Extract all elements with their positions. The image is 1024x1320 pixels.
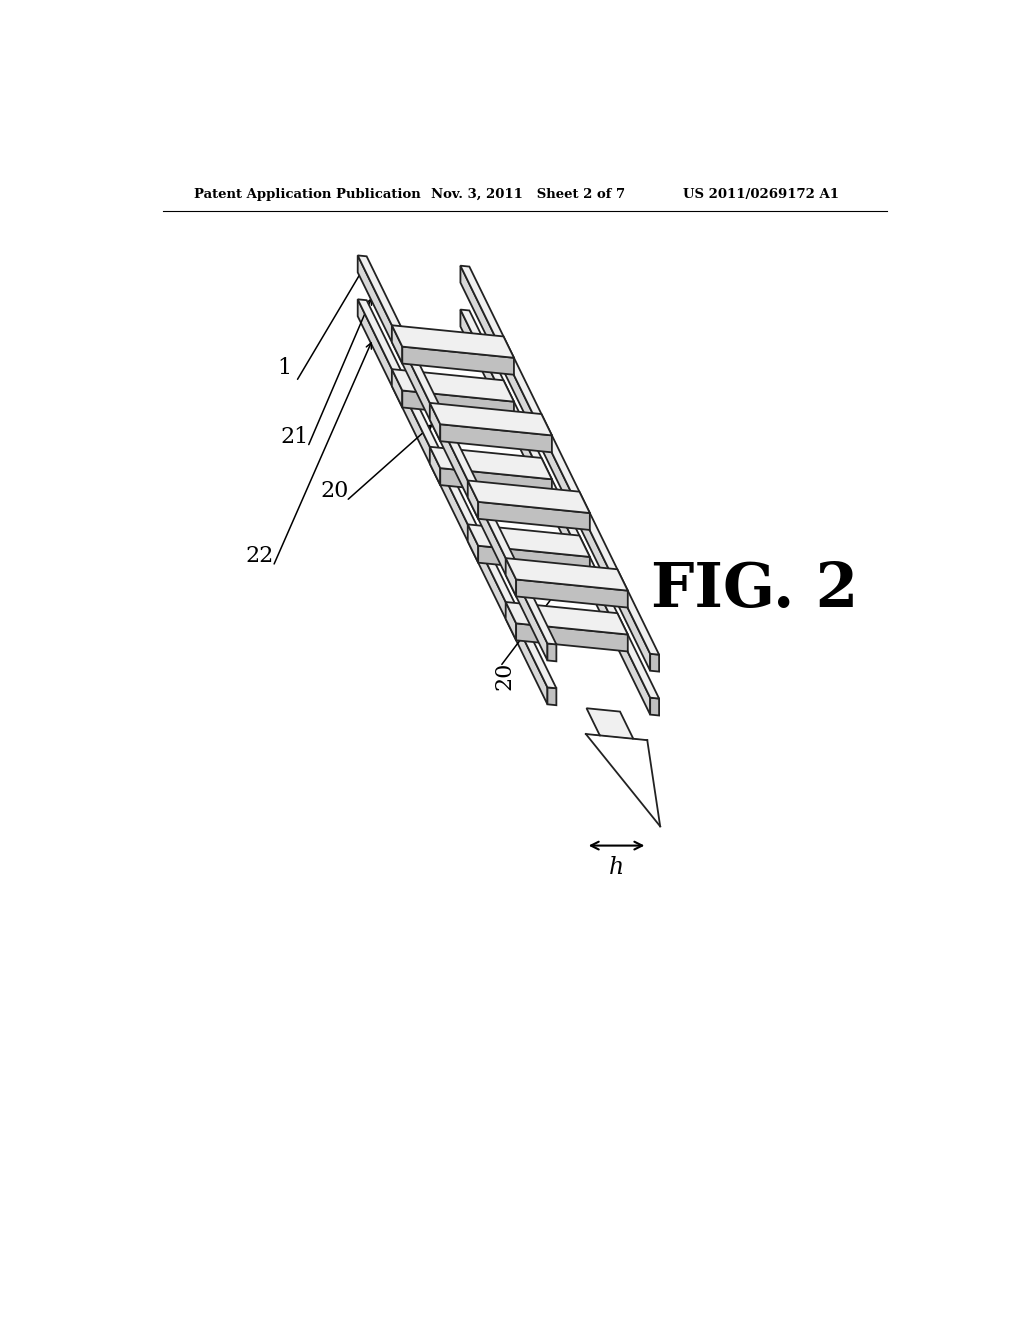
Text: FIG. 2: FIG. 2 <box>650 560 858 619</box>
Polygon shape <box>516 579 628 607</box>
Text: Patent Application Publication: Patent Application Publication <box>194 187 421 201</box>
Polygon shape <box>392 325 402 363</box>
Text: h: h <box>609 855 625 879</box>
Polygon shape <box>506 602 628 635</box>
Text: 20: 20 <box>321 480 349 502</box>
Polygon shape <box>461 265 650 671</box>
Polygon shape <box>461 310 659 698</box>
Polygon shape <box>468 480 590 513</box>
Text: 1: 1 <box>278 356 292 379</box>
Polygon shape <box>392 370 402 408</box>
Polygon shape <box>478 545 590 574</box>
Polygon shape <box>357 300 548 705</box>
Polygon shape <box>650 698 659 715</box>
Polygon shape <box>506 558 628 590</box>
Polygon shape <box>461 265 659 655</box>
Polygon shape <box>430 446 440 484</box>
Polygon shape <box>548 688 556 705</box>
Polygon shape <box>440 469 552 496</box>
Polygon shape <box>468 524 590 557</box>
Text: 22: 22 <box>246 545 274 568</box>
Text: US 2011/0269172 A1: US 2011/0269172 A1 <box>683 187 840 201</box>
Polygon shape <box>587 709 633 739</box>
Polygon shape <box>516 623 628 652</box>
Polygon shape <box>461 310 650 714</box>
Polygon shape <box>357 256 548 660</box>
Polygon shape <box>478 502 590 529</box>
Polygon shape <box>468 524 478 562</box>
Polygon shape <box>430 403 552 436</box>
Polygon shape <box>430 446 552 479</box>
Text: 20: 20 <box>493 661 515 690</box>
Polygon shape <box>440 424 552 453</box>
Polygon shape <box>392 325 514 358</box>
Polygon shape <box>430 403 440 441</box>
Polygon shape <box>506 602 516 640</box>
Polygon shape <box>506 558 516 597</box>
Polygon shape <box>357 300 556 688</box>
Polygon shape <box>650 653 659 672</box>
Polygon shape <box>402 347 514 375</box>
Polygon shape <box>468 480 478 519</box>
Polygon shape <box>402 391 514 418</box>
Polygon shape <box>357 256 556 644</box>
Text: 21: 21 <box>281 426 308 449</box>
Polygon shape <box>548 644 556 661</box>
Text: Nov. 3, 2011   Sheet 2 of 7: Nov. 3, 2011 Sheet 2 of 7 <box>431 187 625 201</box>
Polygon shape <box>392 370 514 401</box>
